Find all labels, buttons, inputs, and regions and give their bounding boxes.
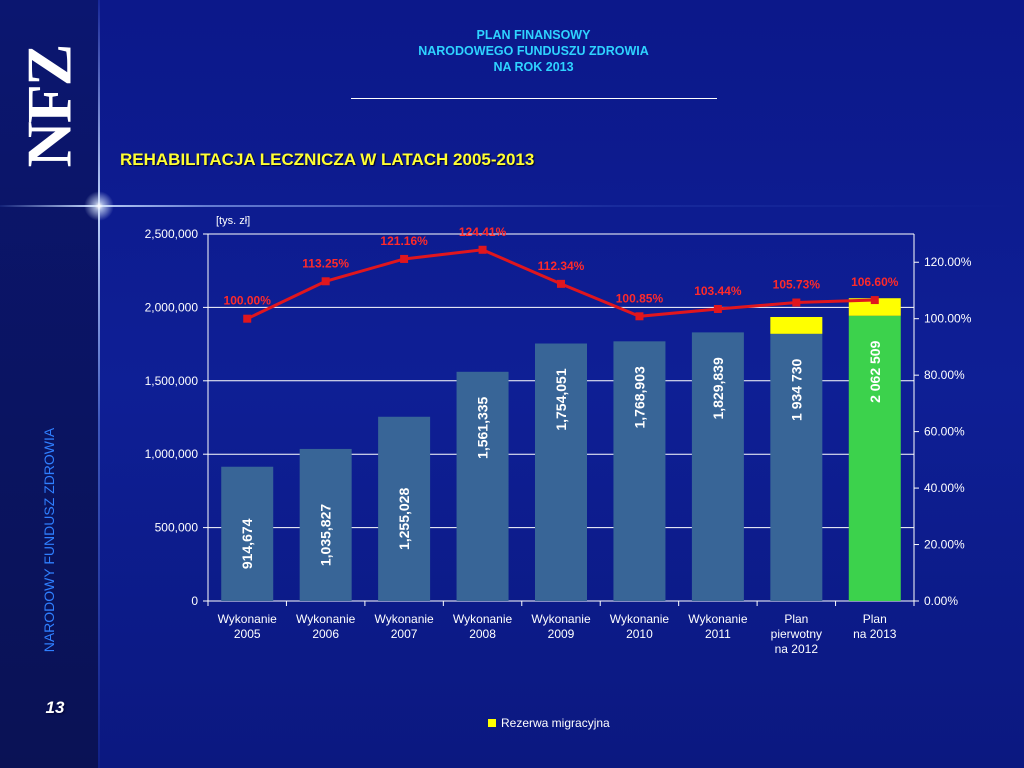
percentage-marker [478,245,487,254]
bar-value-label: 1 934 730 [788,358,804,420]
x-category-label: 2006 [312,627,339,641]
percentage-label: 124.41% [459,225,507,239]
y-left-tick-label: 1,500,000 [145,374,199,388]
header-line: NARODOWEGO FUNDUSZU ZDROWIA [418,44,649,58]
bar-value-label: 914,674 [239,518,255,569]
x-category-label: pierwotny [771,627,822,641]
plot-area: 0 500,000 1,000,000 1,500,000 2,000,000 2,500… [145,215,972,730]
bar-value-label: 1,255,028 [396,488,412,550]
bar [848,315,901,601]
x-category-label: Plan [784,612,808,626]
percentage-marker [870,296,879,305]
x-category-label: Wykonanie [531,612,591,626]
percentage-marker [635,312,644,321]
header-block: PLAN FINANSOWY NARODOWEGO FUNDUSZU ZDROW… [350,27,717,75]
x-category-label: Plan [863,612,887,626]
percentage-label: 100.85% [616,291,664,305]
x-category-label: Wykonanie [453,612,513,626]
x-category-label: Wykonanie [688,612,748,626]
decorative-horizontal-line [0,205,1024,207]
legend-swatch [488,719,496,727]
x-category-label: Wykonanie [374,612,434,626]
y-right-tick-label: 100.00% [924,312,972,326]
bar [691,332,744,601]
y-left-tick-label: 500,000 [155,521,199,535]
bar [299,448,352,601]
reserve-segment [770,316,823,334]
reserve-segment [848,298,901,316]
y-left-tick-label: 1,000,000 [145,447,199,461]
y-right-tick-label: 20.00% [924,538,965,552]
header-line: PLAN FINANSOWY [476,28,591,42]
x-category-label: na 2012 [775,642,819,656]
slide-title: REHABILITACJA LECZNICZA W LATACH 2005-20… [120,150,535,169]
y-left-tick-label: 2,500,000 [145,227,199,241]
percentage-label: 121.16% [380,234,428,248]
percentage-label: 106.60% [851,275,899,289]
y-right-tick-label: 40.00% [924,481,965,495]
x-category-label: Wykonanie [610,612,670,626]
percentage-marker [557,279,565,288]
y-unit-label: [tys. zł] [216,215,250,227]
x-category-label: 2005 [234,627,261,641]
bar-value-label: 2 062 509 [867,340,883,402]
y-right-tick-label: 60.00% [924,425,965,439]
bar [456,371,509,601]
percentage-label: 105.73% [773,278,821,292]
x-category-label: Wykonanie [218,612,278,626]
bar [613,341,666,601]
page-number: 13 [45,698,65,717]
sidebar-panel [0,0,98,768]
bar [378,416,431,601]
percentage-marker [321,277,330,286]
bar-value-label: 1,768,903 [631,366,647,428]
header-divider [351,98,717,99]
bar-value-label: 1,035,827 [318,504,334,566]
percentage-marker [792,298,801,307]
percentage-label: 100.00% [224,294,272,308]
percentage-label: 112.34% [538,259,585,273]
y-right-tick-label: 120.00% [924,255,972,269]
bar-value-label: 1,754,051 [553,368,569,430]
percentage-label: 103.44% [694,284,742,298]
percentage-marker [713,304,722,313]
bar [535,343,587,601]
bar-value-label: 1,829,839 [710,357,726,419]
x-category-label: Wykonanie [296,612,356,626]
x-category-label: 2007 [391,627,418,641]
bar [221,466,274,601]
percentage-label: 113.25% [302,256,349,270]
bar [770,333,823,601]
x-category-label: 2009 [548,627,575,641]
decorative-vertical-line [98,0,100,768]
percentage-marker [243,314,252,323]
y-right-tick-label: 0.00% [924,594,958,608]
x-category-label: 2010 [626,627,653,641]
decorative-star-glow [84,191,114,221]
header-line: NA ROK 2013 [493,60,574,74]
y-left-tick-label: 0 [191,594,198,608]
y-left-tick-label: 2,000,000 [145,300,199,314]
y-right-tick-label: 80.00% [924,368,965,382]
x-category-label: 2011 [705,627,731,641]
x-category-label: na 2013 [853,627,897,641]
x-category-label: 2008 [469,627,496,641]
bar-value-label: 1,561,335 [475,396,491,458]
legend-label: Rezerwa migracyjna [501,716,610,730]
percentage-marker [400,254,409,263]
